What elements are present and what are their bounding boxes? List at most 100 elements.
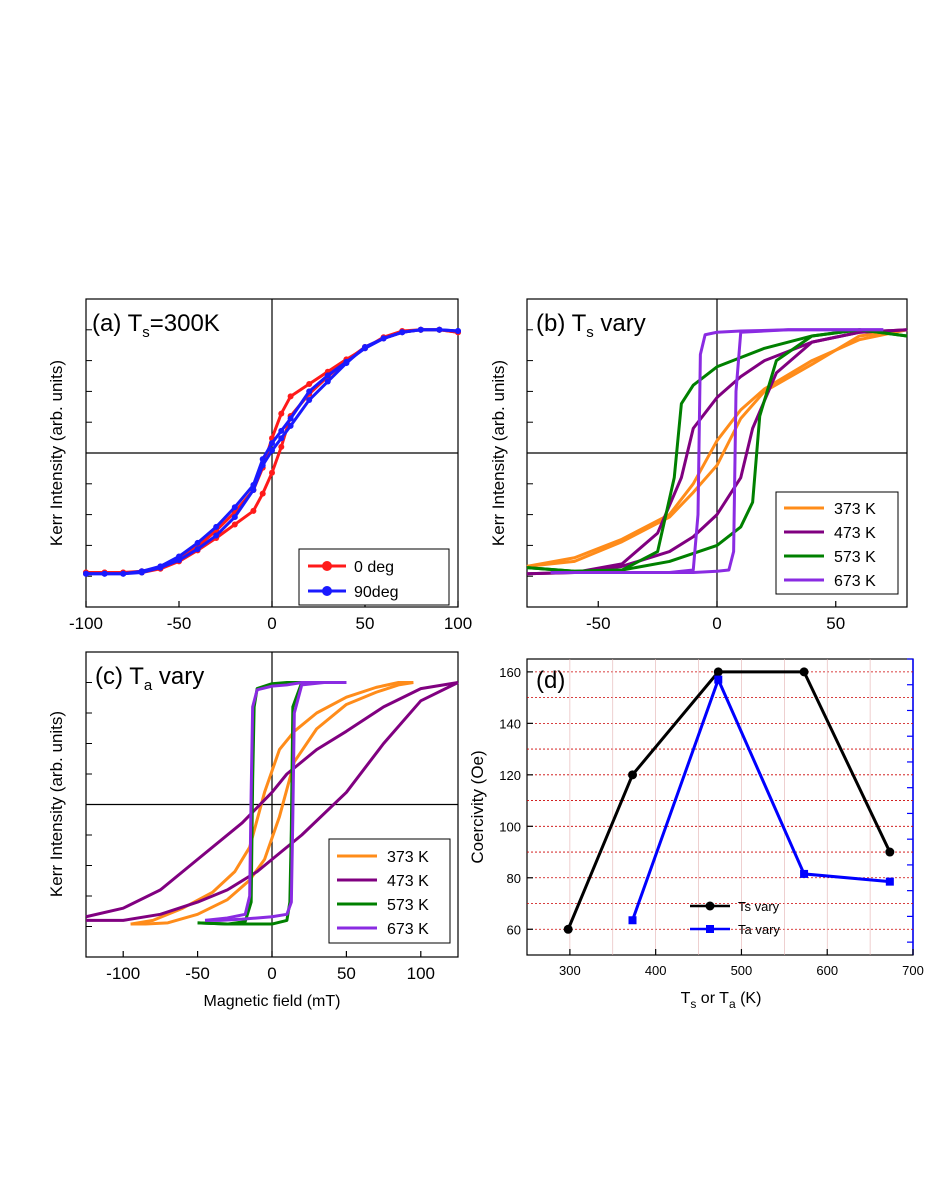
panel-d-y-tick-label: 80 [507,871,521,886]
panel-d-y-tick-label: 60 [507,922,521,937]
panel-a-legend-marker-0deg [322,561,332,571]
panel-c-legend-label-373: 373 K [387,849,429,866]
panel-a-series-1-point [287,422,294,429]
panel-c-y-label: Kerr Intensity (arb. units) [47,711,66,897]
panel-d-legend-label-ts: Ts vary [738,899,780,914]
panel-a-x-tick-label: 50 [356,614,375,633]
panel-a-legend-marker-90deg [322,586,332,596]
panel-c-series-0-lower-line [130,681,414,926]
panel-a-series-1-point [417,326,424,333]
panel-d-series-1-point [714,675,723,684]
panel-a-series-1-point [324,378,331,385]
panel-b-series-1-lower-line [526,328,908,576]
panel-d-y-label: Coercivity (Oe) [468,750,487,863]
panel-a: (a) Ts=300K Kerr Intensity (arb. units) … [47,298,472,633]
panel-d-series-0-point [713,667,723,677]
panel-a-series-1-point [157,564,164,571]
panel-a-series-0-point [259,490,266,497]
panel-a-series-1-point [259,462,266,469]
panel-b-series-0-lower-line [526,328,908,568]
panel-a-series-1-point [120,570,127,577]
panel-b-legend: 373 K 473 K 573 K 673 K [775,491,899,595]
panel-d-series-0-point [563,924,573,934]
panel-a-series-0-point [231,521,238,528]
panel-a-legend-label-0deg: 0 deg [354,559,394,576]
panel-c: (c) Ta vary Kerr Intensity (arb. units) … [47,651,459,1010]
panel-d-y-tick-label: 100 [499,819,521,834]
panel-a-x-tick-label: 100 [444,614,472,633]
panel-a-series-1-point [380,335,387,342]
panel-d-plot-frame [526,658,914,956]
panel-a-series-1-point [231,514,238,521]
panel-b-legend-label-373: 373 K [834,501,876,518]
panel-b-series-2-lower-line [526,328,908,573]
panel-d-x-tick-label: 300 [559,963,581,978]
panel-b-x-tick-label: -50 [586,614,611,633]
panel-d-series-0-point [799,667,809,677]
panel-a-series-1-point [83,570,89,577]
panel-d-x-tick-label: 700 [902,963,924,978]
panel-c-legend-label-473: 473 K [387,873,429,890]
panel-a-plot: -100 -50 0 50 100 [69,298,472,633]
panel-a-series-1-point [324,372,331,379]
panel-d-plot: 300 400 500 600 700 60 80 100 120 140 160 [499,658,924,978]
panel-a-series-0-point [306,381,313,388]
panel-a-series-1-point [269,447,275,454]
panel-d: (d) Coercivity (Oe) Ts or Ta (K) 300 400 5… [468,658,924,1011]
panel-b-x-tick-label: 0 [712,614,721,633]
panel-a-series-1-point [287,415,294,422]
panel-a-series-1-point [176,557,182,564]
panel-d-x-tick-label: 400 [645,963,667,978]
panel-b-x-tick-label: 50 [826,614,845,633]
panel-c-x-tick-label: 0 [267,964,276,983]
panel-c-series-3-lower-line [205,681,347,922]
panel-a-series-1-point [213,523,220,530]
panel-a-series-1-point [399,329,406,336]
panel-a-series-1-point [306,388,313,395]
panel-c-plot: -100 -50 0 50 100 [85,651,459,983]
panel-a-series-0-point [278,443,285,450]
panel-b-plot: -50 0 50 [526,298,908,633]
panel-b-legend-label-573: 573 K [834,549,876,566]
panel-b-title: (b) Ts vary [536,310,646,341]
panel-a-x-tick-label: -50 [167,614,192,633]
panel-b-y-label: Kerr Intensity (arb. units) [489,360,508,546]
panel-a-series-1-point [138,569,145,576]
panel-d-series-1-point [885,877,894,886]
panel-d-series-1-point [628,916,637,925]
panel-b-legend-label-473: 473 K [834,525,876,542]
panel-c-series-1-lower-line [85,681,459,919]
panel-c-series-3-upper-line [204,681,347,922]
panel-c-title: (c) Ta vary [95,663,204,694]
panel-c-x-tick-label: -50 [185,964,210,983]
panel-a-title: (a) Ts=300K [92,310,220,341]
panel-a-series-1-point [278,427,285,434]
panel-a-series-1-point [455,328,461,335]
panel-a-legend: 0 deg 90deg [298,548,450,606]
panel-d-series-1-point [800,869,809,878]
panel-d-y-tick-label: 140 [499,716,521,731]
panel-a-series-1-point [231,504,238,511]
panel-c-legend-label-673: 673 K [387,921,429,938]
panel-c-x-label: Magnetic field (mT) [204,993,341,1010]
panel-d-x-tick-label: 600 [816,963,838,978]
panel-b-legend-label-673: 673 K [834,573,876,590]
panel-a-x-tick-label: -100 [69,614,103,633]
panel-d-legend-marker-ts [705,901,715,911]
panel-d-legend: Ts vary Ta vary [690,899,780,937]
panel-a-series-0-point [278,410,285,417]
panel-a-series-1-point [306,397,313,404]
panel-c-x-tick-label: -100 [106,964,140,983]
panel-a-series-1-point [101,570,108,577]
panel-d-x-label: Ts or Ta (K) [681,990,762,1011]
panel-a-series-1-point [278,435,285,442]
panel-d-series-0-point [628,770,638,780]
panel-a-series-1-point [250,486,257,493]
panel-a-series-1-point [213,532,220,539]
panel-a-legend-label-90deg: 90deg [354,584,399,601]
panel-a-series-1-point [436,326,443,333]
panel-d-series-0-point [885,847,895,857]
panel-d-legend-label-ta: Ta vary [738,922,780,937]
panel-c-x-tick-label: 100 [407,964,435,983]
